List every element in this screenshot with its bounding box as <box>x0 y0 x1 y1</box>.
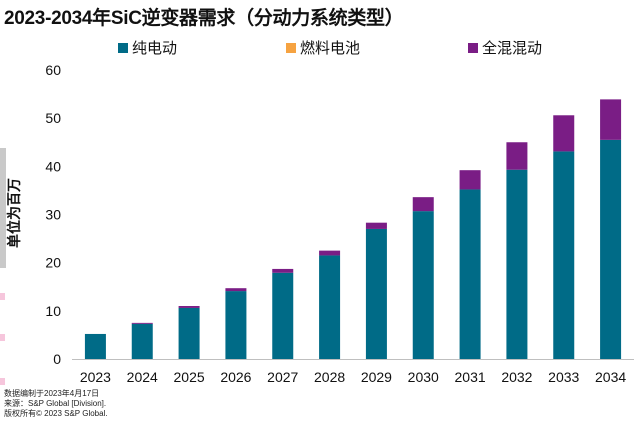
x-tick-label-2027: 2027 <box>267 369 298 385</box>
y-tick-label-60: 60 <box>45 62 61 78</box>
bar-2027-series-0 <box>272 272 294 359</box>
legend-item-bev: 纯电动 <box>118 37 177 58</box>
bars-layer <box>84 99 622 359</box>
bar-2028-series-2 <box>319 250 341 256</box>
bar-2025-series-0 <box>178 307 200 359</box>
bar-2031-series-2 <box>459 170 481 190</box>
bar-2024-series-0 <box>131 323 153 359</box>
legend-swatch-bev <box>118 43 128 54</box>
y-tick-label-40: 40 <box>45 158 61 174</box>
y-tick-label-30: 30 <box>45 207 61 223</box>
y-tick-labels: 0 10 20 30 40 50 60 <box>45 62 61 367</box>
x-tick-labels: 2023 2024 2025 2026 2027 2028 2029 2030 2031 2032… <box>80 369 627 385</box>
bar-2033-series-2 <box>553 115 575 152</box>
footnote-date: 数据编制于2023年4月17日 <box>4 389 100 398</box>
bar-2030-series-0 <box>412 211 434 359</box>
bar-2029-series-2 <box>365 222 387 229</box>
y-tick-label-10: 10 <box>45 303 61 319</box>
y-tick-label-20: 20 <box>45 255 61 271</box>
bar-2033-series-0 <box>553 151 575 359</box>
x-tick-label-2033: 2033 <box>548 369 579 385</box>
x-tick-label-2030: 2030 <box>408 369 439 385</box>
legend-label-fhev: 全混混动 <box>482 40 543 57</box>
legend-swatch-fcev <box>286 43 296 54</box>
y-tick-label-0: 0 <box>53 351 61 367</box>
x-tick-label-2029: 2029 <box>361 369 392 385</box>
footnote-copyright: 版权所有© 2023 S&P Global. <box>4 409 108 418</box>
legend-label-bev: 纯电动 <box>132 40 178 57</box>
bar-2024-series-2 <box>131 322 153 324</box>
legend-label-fcev: 燃料电池 <box>300 40 361 57</box>
decorative-pink-mark-3 <box>0 378 5 385</box>
bar-2025-series-2 <box>178 306 200 308</box>
x-tick-label-2034: 2034 <box>595 369 626 385</box>
x-tick-label-2023: 2023 <box>80 369 111 385</box>
bar-2028-series-0 <box>319 255 341 359</box>
decorative-pink-mark-1 <box>0 293 5 300</box>
decorative-side-bar <box>0 148 6 268</box>
legend-item-fhev: 全混混动 <box>468 37 542 58</box>
bar-2032-series-2 <box>506 142 528 170</box>
bar-2023-series-0 <box>84 333 106 359</box>
bar-2034-series-0 <box>600 139 622 359</box>
footnotes: 数据编制于2023年4月17日 来源：S&P Global [Division]… <box>4 389 108 419</box>
decorative-pink-mark-2 <box>0 334 5 341</box>
x-tick-label-2025: 2025 <box>174 369 205 385</box>
bar-2031-series-0 <box>459 189 481 359</box>
legend-item-fcev: 燃料电池 <box>286 37 360 58</box>
bar-2034-series-2 <box>600 99 622 140</box>
x-tick-label-2026: 2026 <box>220 369 251 385</box>
bar-2026-series-0 <box>225 291 247 359</box>
bar-2027-series-2 <box>272 268 294 273</box>
bar-2026-series-2 <box>225 288 247 292</box>
legend-swatch-fhev <box>468 43 478 54</box>
y-tick-label-50: 50 <box>45 110 61 126</box>
bar-2029-series-0 <box>365 228 387 359</box>
bar-2032-series-0 <box>506 169 528 359</box>
chart-title: 2023-2034年SiC逆变器需求（分动力系统类型） <box>4 8 404 29</box>
x-tick-label-2024: 2024 <box>127 369 158 385</box>
bar-2030-series-2 <box>412 197 434 212</box>
x-tick-label-2031: 2031 <box>455 369 486 385</box>
x-tick-label-2028: 2028 <box>314 369 345 385</box>
footnote-source: 来源：S&P Global [Division]. <box>4 399 107 408</box>
x-tick-label-2032: 2032 <box>501 369 532 385</box>
